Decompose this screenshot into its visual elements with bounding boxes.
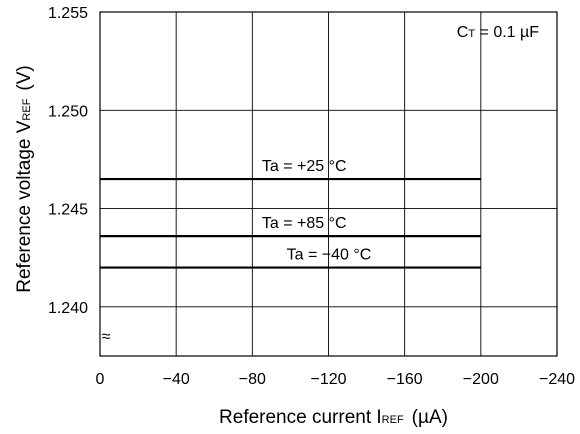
y-tick-label: 1.245 [48,202,88,219]
series-labels: Ta = +25 °C Ta = +85 °C Ta = −40 °C [262,158,371,263]
plot-frame [99,11,558,357]
annotation-rest: = 0.1 µF [475,24,539,41]
grid [100,12,557,356]
x-tick-label: −40 [163,371,190,388]
x-tick-label: −240 [539,371,575,388]
y-axis-label: Reference voltage VREF (V) [14,65,35,293]
series-lines [100,177,481,269]
y-tick-labels: 1.255 1.250 1.245 1.240 [48,5,88,317]
x-tick-label: −160 [387,371,423,388]
x-tick-label: −80 [239,371,266,388]
y-axis-label-unit: (V) [14,65,35,90]
series-label: Ta = +85 °C [262,215,347,232]
y-tick-label: 1.240 [48,300,88,317]
series-label: Ta = −40 °C [287,247,372,264]
x-axis-label-sub: REF [382,414,404,426]
y-tick-label: 1.250 [48,103,88,120]
x-tick-labels: 0 −40 −80 −120 −160 −200 −240 [96,371,576,388]
annotation-sub: T [468,28,475,40]
x-axis-label-main: Reference current I [219,407,382,428]
annotation-prefix: C [457,24,469,41]
x-tick-label: −120 [310,371,346,388]
y-axis-label-sub: REF [21,98,33,120]
x-axis-label: Reference current IREF (µA) [219,407,448,428]
axis-break-symbol: ≈ [102,328,111,345]
y-axis-label-main: Reference voltage V [14,120,35,292]
series-label: Ta = +25 °C [262,158,347,175]
x-tick-label: 0 [96,371,105,388]
x-axis-label-unit: (µA) [412,407,448,428]
capacitance-annotation: CT = 0.1 µF [457,24,539,41]
y-tick-label: 1.255 [48,5,88,22]
x-tick-label: −200 [463,371,499,388]
